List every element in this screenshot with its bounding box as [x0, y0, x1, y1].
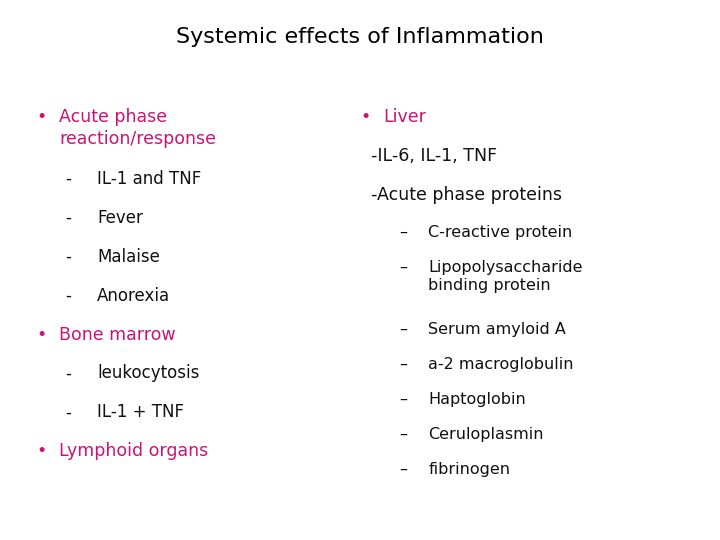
Text: Systemic effects of Inflammation: Systemic effects of Inflammation	[176, 27, 544, 47]
Text: Haptoglobin: Haptoglobin	[428, 392, 526, 407]
Text: IL-1 and TNF: IL-1 and TNF	[97, 170, 202, 188]
Text: Bone marrow: Bone marrow	[59, 326, 176, 343]
Text: –: –	[400, 427, 408, 442]
Text: fibrinogen: fibrinogen	[428, 462, 510, 477]
Text: –: –	[400, 357, 408, 372]
Text: Serum amyloid A: Serum amyloid A	[428, 322, 566, 337]
Text: -: -	[65, 209, 71, 227]
Text: Acute phase
reaction/response: Acute phase reaction/response	[59, 108, 216, 147]
Text: Fever: Fever	[97, 209, 143, 227]
Text: –: –	[400, 462, 408, 477]
Text: -: -	[65, 403, 71, 421]
Text: •: •	[36, 108, 46, 126]
Text: Lymphoid organs: Lymphoid organs	[59, 442, 208, 460]
Text: -Acute phase proteins: -Acute phase proteins	[371, 186, 562, 204]
Text: -: -	[65, 170, 71, 188]
Text: –: –	[400, 322, 408, 337]
Text: •: •	[36, 326, 46, 343]
Text: IL-1 + TNF: IL-1 + TNF	[97, 403, 184, 421]
Text: Ceruloplasmin: Ceruloplasmin	[428, 427, 544, 442]
Text: •: •	[360, 108, 370, 126]
Text: -: -	[65, 248, 71, 266]
Text: -IL-6, IL-1, TNF: -IL-6, IL-1, TNF	[371, 147, 497, 165]
Text: Lipopolysaccharide
binding protein: Lipopolysaccharide binding protein	[428, 260, 583, 293]
Text: •: •	[36, 442, 46, 460]
Text: C-reactive protein: C-reactive protein	[428, 225, 572, 240]
Text: –: –	[400, 225, 408, 240]
Text: –: –	[400, 260, 408, 275]
Text: -: -	[65, 364, 71, 382]
Text: a-2 macroglobulin: a-2 macroglobulin	[428, 357, 574, 372]
Text: Anorexia: Anorexia	[97, 287, 171, 305]
Text: –: –	[400, 392, 408, 407]
Text: Liver: Liver	[383, 108, 426, 126]
Text: leukocytosis: leukocytosis	[97, 364, 199, 382]
Text: Malaise: Malaise	[97, 248, 160, 266]
Text: -: -	[65, 287, 71, 305]
